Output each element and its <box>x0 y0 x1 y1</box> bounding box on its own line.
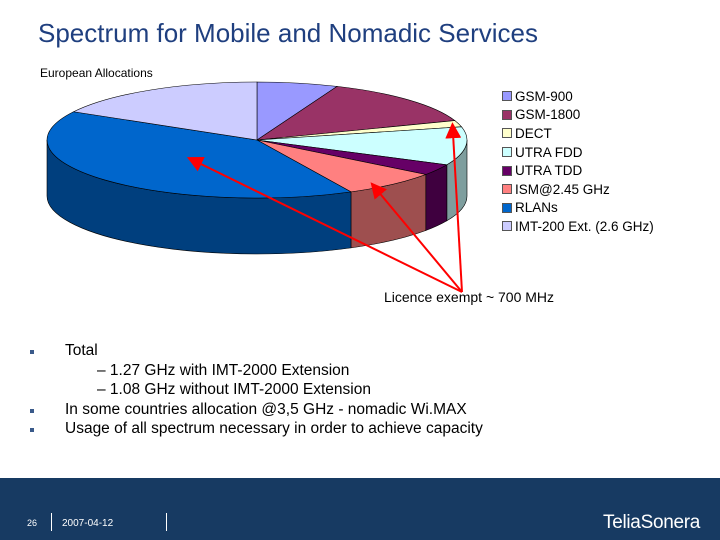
legend-item: GSM-1800 <box>502 106 712 125</box>
telia-sonera-logo: TeliaSonera <box>603 512 701 533</box>
pie-slice <box>72 81 258 141</box>
footer-date: 2007-04-12 <box>62 518 114 529</box>
legend-swatch <box>502 91 512 102</box>
legend-swatch <box>502 147 512 158</box>
legend-item: IMT-200 Ext. (2.6 GHz) <box>502 217 712 236</box>
bullet-marker <box>30 408 34 413</box>
legend-label: DECT <box>515 125 552 141</box>
legend-label: GSM-1800 <box>515 107 581 123</box>
legend-swatch <box>502 109 512 120</box>
bullet-list: Total – 1.27 GHz with IMT-2000 Extension… <box>30 341 630 439</box>
pie-chart <box>46 81 468 293</box>
bullet-marker <box>30 428 34 432</box>
bullet-text: Usage of all spectrum necessary in order… <box>65 420 483 437</box>
legend-item: DECT <box>502 124 712 143</box>
legend-label: ISM@2.45 GHz <box>515 181 610 197</box>
legend-label: RLANs <box>515 200 558 216</box>
sub-bullet-item: – 1.08 GHz without IMT-2000 Extension <box>30 380 630 400</box>
pie-slice <box>256 126 468 166</box>
legend-label: UTRA TDD <box>515 163 583 179</box>
licence-exempt-annotation: Licence exempt ~ 700 MHz <box>384 289 555 305</box>
annotation-arrow <box>186 157 463 293</box>
annotation-arrows <box>186 122 463 293</box>
slide-title: Spectrum for Mobile and Nomadic Services <box>38 18 538 48</box>
legend-item: UTRA TDD <box>502 161 712 180</box>
pie-sides <box>46 139 468 255</box>
legend-item: RLANs <box>502 199 712 218</box>
bullet-item: In some countries allocation @3,5 GHz - … <box>30 400 630 420</box>
legend-label: IMT-200 Ext. (2.6 GHz) <box>515 218 654 234</box>
legend-swatch <box>502 184 512 195</box>
bullet-item: Total <box>30 341 630 361</box>
sub-bullet-text: – 1.08 GHz without IMT-2000 Extension <box>97 381 371 398</box>
bullet-item: Usage of all spectrum necessary in order… <box>30 419 630 439</box>
page-number: 26 <box>27 518 38 528</box>
legend-swatch <box>502 128 512 139</box>
legend-swatch <box>502 165 512 176</box>
legend-label: UTRA FDD <box>515 144 583 160</box>
pie-slice-side <box>425 164 448 231</box>
footer-divider <box>166 513 167 531</box>
bullet-text: In some countries allocation @3,5 GHz - … <box>65 400 467 418</box>
pie-slice <box>46 111 352 199</box>
legend-item: GSM-900 <box>502 87 712 106</box>
pie-slice <box>256 139 427 193</box>
footer-bar: 26 2007-04-12 TeliaSonera <box>0 478 720 540</box>
annotation-arrow <box>445 122 463 293</box>
pie-slice <box>256 86 456 141</box>
pie-tops <box>46 81 468 199</box>
chart-legend: GSM-900 GSM-1800 DECT UTRA FDD UTRA TDD … <box>502 87 712 236</box>
footer-divider <box>51 513 52 531</box>
legend-item: UTRA FDD <box>502 143 712 162</box>
legend-label: GSM-900 <box>515 88 573 104</box>
annotation-arrow <box>370 182 463 293</box>
legend-swatch <box>502 202 512 213</box>
legend-item: ISM@2.45 GHz <box>502 180 712 199</box>
bullet-marker <box>30 350 34 354</box>
sub-bullet-item: – 1.27 GHz with IMT-2000 Extension <box>30 361 630 381</box>
legend-swatch <box>502 221 512 232</box>
chart-subtitle: European Allocations <box>40 66 153 80</box>
bullet-text: Total <box>65 342 98 359</box>
sub-bullet-text: – 1.27 GHz with IMT-2000 Extension <box>97 361 350 379</box>
